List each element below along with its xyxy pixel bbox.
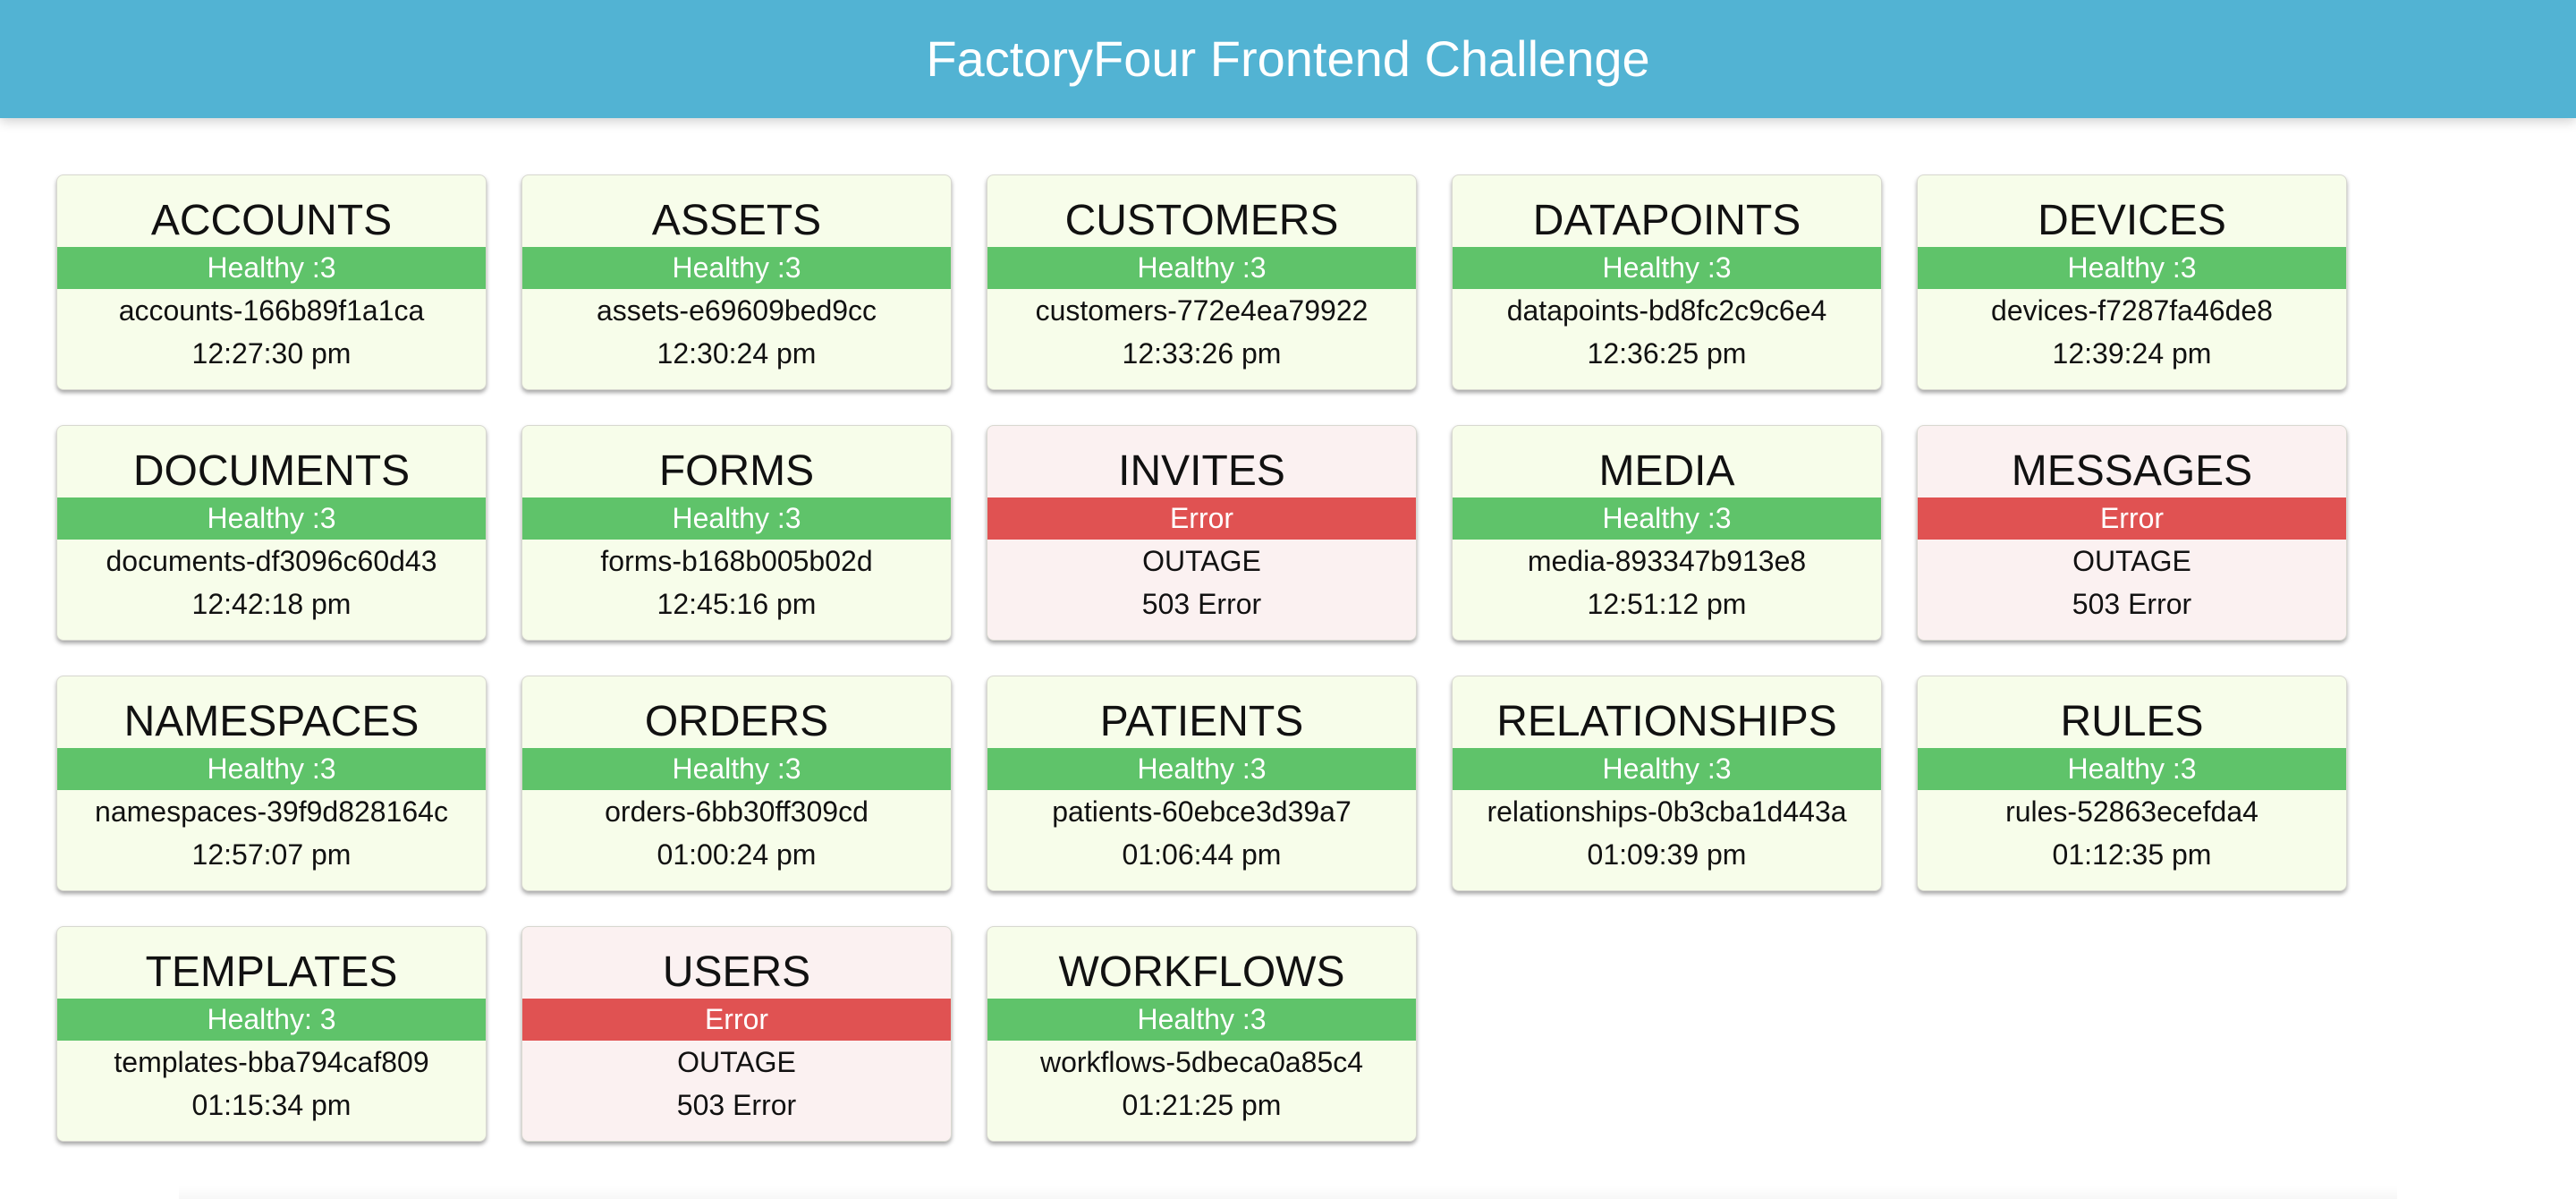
service-detail: OUTAGE	[1142, 544, 1261, 577]
service-timestamp: 12:57:07 pm	[191, 838, 352, 871]
service-card: INVITES Error OUTAGE 503 Error	[987, 425, 1417, 641]
service-card: WORKFLOWS Healthy :3 workflows-5dbeca0a8…	[987, 926, 1417, 1142]
service-name: DOCUMENTS	[132, 447, 411, 495]
service-name: PATIENTS	[1099, 698, 1304, 745]
service-name: FORMS	[658, 447, 815, 495]
service-timestamp: 01:00:24 pm	[657, 838, 817, 871]
service-card: MESSAGES Error OUTAGE 503 Error	[1917, 425, 2347, 641]
service-timestamp: 503 Error	[1141, 587, 1262, 620]
service-timestamp: 12:51:12 pm	[1587, 587, 1747, 620]
status-badge: Error	[987, 497, 1416, 540]
service-timestamp: 01:06:44 pm	[1122, 838, 1282, 871]
service-card: FORMS Healthy :3 forms-b168b005b02d 12:4…	[521, 425, 952, 641]
service-name: ACCOUNTS	[150, 197, 393, 244]
service-card: ORDERS Healthy :3 orders-6bb30ff309cd 01…	[521, 676, 952, 891]
status-badge: Healthy :3	[987, 999, 1416, 1041]
service-name: DATAPOINTS	[1532, 197, 1801, 244]
service-card: DOCUMENTS Healthy :3 documents-df3096c60…	[56, 425, 487, 641]
service-detail: templates-bba794caf809	[114, 1045, 429, 1078]
service-detail: patients-60ebce3d39a7	[1052, 795, 1352, 828]
service-detail: forms-b168b005b02d	[600, 544, 873, 577]
service-detail: workflows-5dbeca0a85c4	[1039, 1045, 1364, 1078]
service-timestamp: 01:15:34 pm	[191, 1088, 352, 1121]
status-badge: Healthy :3	[1918, 748, 2346, 790]
service-detail: media-893347b913e8	[1527, 544, 1807, 577]
service-timestamp: 01:09:39 pm	[1587, 838, 1747, 871]
service-name: RELATIONSHIPS	[1496, 698, 1837, 745]
service-timestamp: 01:12:35 pm	[2052, 838, 2212, 871]
page-title: FactoryFour Frontend Challenge	[926, 30, 1650, 87]
service-name: MEDIA	[1598, 447, 1735, 495]
service-detail: namespaces-39f9d828164c	[95, 795, 448, 828]
status-badge: Healthy :3	[1453, 748, 1881, 790]
service-detail: rules-52863ecefda4	[2005, 795, 2258, 828]
service-detail: customers-772e4ea79922	[1035, 293, 1368, 327]
service-timestamp: 503 Error	[676, 1088, 797, 1121]
service-detail: OUTAGE	[677, 1045, 796, 1078]
status-badge: Healthy :3	[987, 748, 1416, 790]
service-detail: relationships-0b3cba1d443a	[1487, 795, 1847, 828]
service-name: NAMESPACES	[123, 698, 419, 745]
service-timestamp: 12:42:18 pm	[191, 587, 352, 620]
service-timestamp: 503 Error	[2072, 587, 2192, 620]
status-badge: Healthy :3	[522, 497, 951, 540]
service-timestamp: 12:33:26 pm	[1122, 336, 1282, 370]
footer-shadow	[179, 1186, 2397, 1199]
status-badge: Healthy :3	[1453, 247, 1881, 289]
service-name: ASSETS	[651, 197, 822, 244]
app-header: FactoryFour Frontend Challenge	[0, 0, 2576, 118]
service-detail: accounts-166b89f1a1ca	[118, 293, 425, 327]
service-card: MEDIA Healthy :3 media-893347b913e8 12:5…	[1452, 425, 1882, 641]
status-badge: Error	[522, 999, 951, 1041]
service-timestamp: 12:36:25 pm	[1587, 336, 1747, 370]
service-card: RELATIONSHIPS Healthy :3 relationships-0…	[1452, 676, 1882, 891]
status-badge: Error	[1918, 497, 2346, 540]
service-detail: devices-f7287fa46de8	[1991, 293, 2273, 327]
service-card: USERS Error OUTAGE 503 Error	[521, 926, 952, 1142]
service-timestamp: 12:39:24 pm	[2052, 336, 2212, 370]
status-badge: Healthy: 3	[57, 999, 486, 1041]
service-card: NAMESPACES Healthy :3 namespaces-39f9d82…	[56, 676, 487, 891]
service-card: ASSETS Healthy :3 assets-e69609bed9cc 12…	[521, 174, 952, 390]
service-name: TEMPLATES	[145, 948, 398, 996]
status-badge: Healthy :3	[57, 497, 486, 540]
service-timestamp: 12:30:24 pm	[657, 336, 817, 370]
service-detail: orders-6bb30ff309cd	[605, 795, 869, 828]
status-badge: Healthy :3	[522, 748, 951, 790]
service-name: CUSTOMERS	[1064, 197, 1339, 244]
service-name: DEVICES	[2038, 197, 2226, 244]
service-detail: datapoints-bd8fc2c9c6e4	[1506, 293, 1827, 327]
status-badge: Healthy :3	[522, 247, 951, 289]
status-badge: Healthy :3	[987, 247, 1416, 289]
service-detail: documents-df3096c60d43	[106, 544, 437, 577]
service-card: PATIENTS Healthy :3 patients-60ebce3d39a…	[987, 676, 1417, 891]
service-card: CUSTOMERS Healthy :3 customers-772e4ea79…	[987, 174, 1417, 390]
status-badge: Healthy :3	[1918, 247, 2346, 289]
service-name: INVITES	[1118, 447, 1285, 495]
service-timestamp: 12:27:30 pm	[191, 336, 352, 370]
service-name: WORKFLOWS	[1058, 948, 1345, 996]
service-card: DATAPOINTS Healthy :3 datapoints-bd8fc2c…	[1452, 174, 1882, 390]
service-name: RULES	[2060, 698, 2204, 745]
status-badge: Healthy :3	[57, 748, 486, 790]
service-name: ORDERS	[644, 698, 829, 745]
service-name: MESSAGES	[2011, 447, 2253, 495]
service-status-grid: ACCOUNTS Healthy :3 accounts-166b89f1a1c…	[56, 174, 2347, 1142]
service-timestamp: 01:21:25 pm	[1122, 1088, 1282, 1121]
service-name: USERS	[662, 948, 811, 996]
service-timestamp: 12:45:16 pm	[657, 587, 817, 620]
service-detail: OUTAGE	[2072, 544, 2191, 577]
service-card: RULES Healthy :3 rules-52863ecefda4 01:1…	[1917, 676, 2347, 891]
service-card: TEMPLATES Healthy: 3 templates-bba794caf…	[56, 926, 487, 1142]
service-card: ACCOUNTS Healthy :3 accounts-166b89f1a1c…	[56, 174, 487, 390]
status-badge: Healthy :3	[1453, 497, 1881, 540]
service-card: DEVICES Healthy :3 devices-f7287fa46de8 …	[1917, 174, 2347, 390]
service-detail: assets-e69609bed9cc	[596, 293, 877, 327]
status-badge: Healthy :3	[57, 247, 486, 289]
